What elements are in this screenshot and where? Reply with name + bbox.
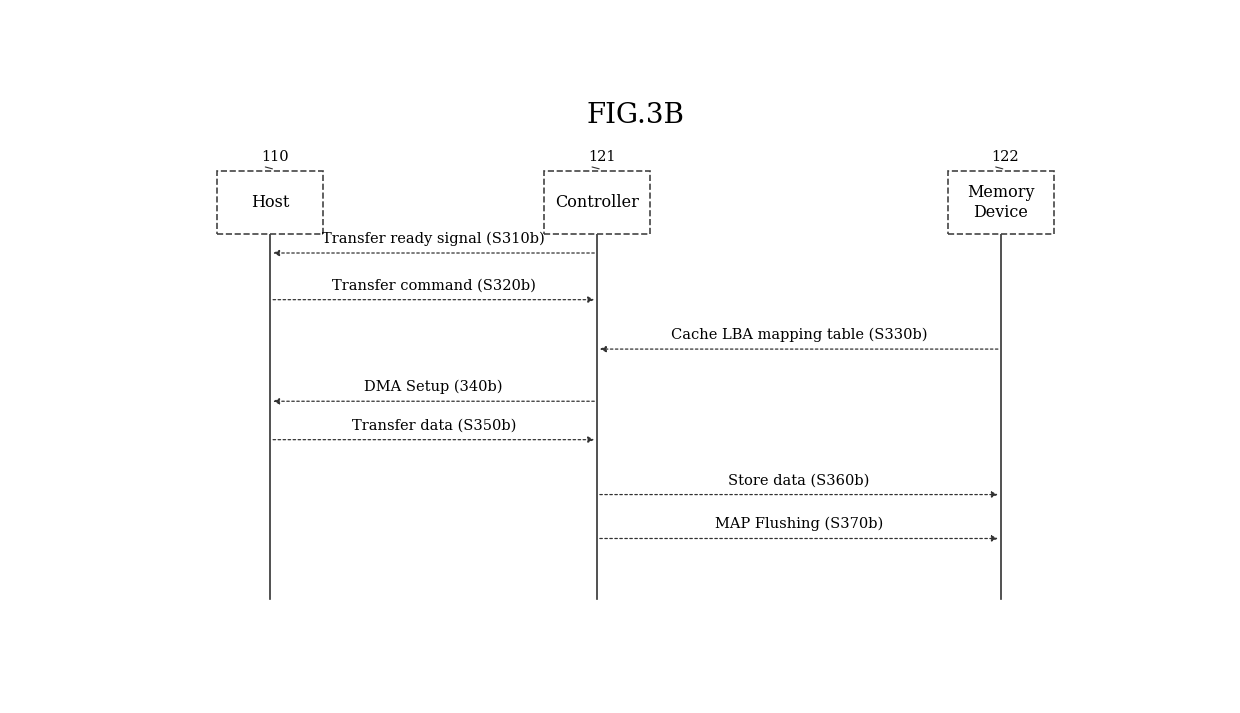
Text: Host: Host — [252, 194, 289, 211]
Text: Store data (S360b): Store data (S360b) — [728, 473, 869, 488]
Text: Transfer data (S350b): Transfer data (S350b) — [351, 419, 516, 433]
Text: Cache LBA mapping table (S330b): Cache LBA mapping table (S330b) — [671, 327, 928, 342]
Text: 122: 122 — [992, 150, 1019, 164]
Text: MAP Flushing (S370b): MAP Flushing (S370b) — [714, 517, 883, 531]
Text: 110: 110 — [262, 150, 289, 164]
Bar — [217, 170, 324, 234]
Bar — [947, 170, 1054, 234]
Text: Controller: Controller — [556, 194, 639, 211]
Text: 121: 121 — [588, 150, 615, 164]
Bar — [544, 170, 650, 234]
Text: DMA Setup (340b): DMA Setup (340b) — [365, 380, 503, 394]
Text: Transfer command (S320b): Transfer command (S320b) — [332, 279, 536, 292]
Text: Memory
Device: Memory Device — [967, 184, 1034, 220]
Text: Transfer ready signal (S310b): Transfer ready signal (S310b) — [322, 232, 546, 246]
Text: FIG.3B: FIG.3B — [587, 102, 684, 129]
